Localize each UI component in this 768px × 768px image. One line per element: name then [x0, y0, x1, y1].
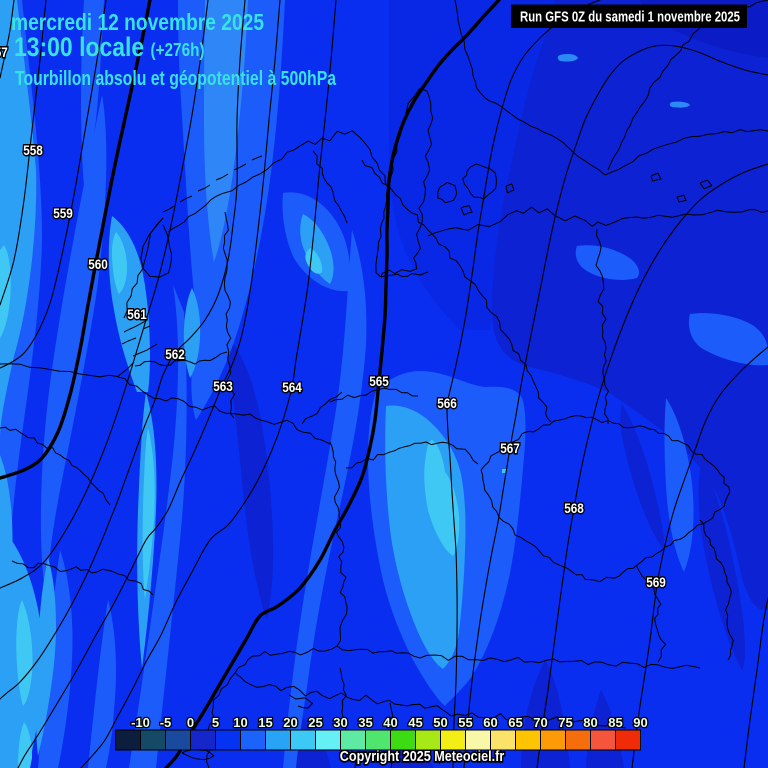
svg-text:557: 557	[0, 44, 8, 60]
svg-text:558: 558	[23, 142, 43, 158]
svg-text:10: 10	[233, 715, 247, 730]
svg-text:85: 85	[608, 715, 622, 730]
svg-text:-5: -5	[160, 715, 172, 730]
svg-text:0: 0	[187, 715, 194, 730]
svg-text:55: 55	[458, 715, 472, 730]
svg-text:60: 60	[483, 715, 497, 730]
svg-text:40: 40	[383, 715, 397, 730]
svg-text:569: 569	[646, 574, 666, 590]
svg-text:Run GFS 0Z du samedi 1 novembr: Run GFS 0Z du samedi 1 novembre 2025	[520, 9, 740, 26]
svg-text:45: 45	[408, 715, 422, 730]
svg-text:564: 564	[282, 379, 302, 395]
svg-text:35: 35	[358, 715, 372, 730]
svg-text:80: 80	[583, 715, 597, 730]
svg-text:563: 563	[213, 378, 233, 394]
svg-text:25: 25	[308, 715, 322, 730]
svg-text:560: 560	[88, 256, 108, 272]
svg-text:15: 15	[258, 715, 272, 730]
svg-text:90: 90	[633, 715, 647, 730]
svg-text:30: 30	[333, 715, 347, 730]
svg-text:567: 567	[500, 440, 520, 456]
svg-text:70: 70	[533, 715, 547, 730]
svg-text:561: 561	[127, 306, 147, 322]
svg-text:568: 568	[564, 500, 584, 516]
svg-text:566: 566	[437, 395, 457, 411]
svg-text:565: 565	[369, 373, 389, 389]
svg-text:559: 559	[53, 205, 73, 221]
svg-text:50: 50	[433, 715, 447, 730]
svg-text:562: 562	[165, 346, 185, 362]
svg-text:5: 5	[212, 715, 219, 730]
svg-text:65: 65	[508, 715, 522, 730]
svg-text:20: 20	[283, 715, 297, 730]
svg-text:75: 75	[558, 715, 572, 730]
svg-text:-10: -10	[131, 715, 150, 730]
